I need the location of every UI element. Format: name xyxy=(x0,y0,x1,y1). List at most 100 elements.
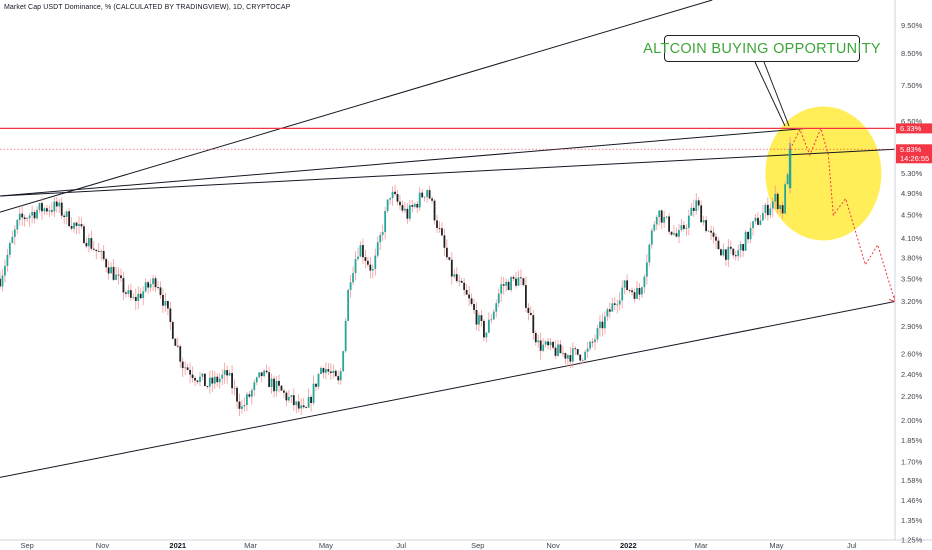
altcoin-callout-box: ALTCOIN BUYING OPPORTUNITY xyxy=(643,35,881,62)
x-tick-label: Nov xyxy=(96,541,110,550)
candle-body xyxy=(710,230,712,233)
candle-body xyxy=(480,315,483,321)
candle-body xyxy=(717,240,720,250)
candle-body xyxy=(263,370,266,377)
candle-body xyxy=(520,277,522,279)
candle-body xyxy=(720,249,722,256)
candle-body xyxy=(329,371,332,373)
candle-body xyxy=(162,295,164,306)
candle-body xyxy=(764,204,767,214)
last-price-badge xyxy=(896,144,932,164)
candle-body xyxy=(655,217,658,225)
candle-body xyxy=(75,222,78,226)
candle-body xyxy=(317,374,320,387)
candle-body xyxy=(781,205,784,214)
candle-body xyxy=(250,390,253,397)
candle-body xyxy=(95,249,98,252)
candle-body xyxy=(142,291,145,299)
x-tick-label: Jul xyxy=(396,541,406,550)
candle-body xyxy=(265,370,268,373)
candle-body xyxy=(248,394,251,397)
candle-body xyxy=(21,213,24,218)
y-tick-label: 7.50% xyxy=(901,81,923,90)
candle-body xyxy=(557,344,559,356)
candle-body xyxy=(147,282,150,288)
candle-body xyxy=(707,230,710,232)
candle-body xyxy=(55,201,58,207)
candle-body xyxy=(542,344,545,351)
y-tick-label: 9.50% xyxy=(901,21,923,30)
candle-body xyxy=(641,287,643,295)
candle-body xyxy=(127,290,130,294)
candle-body xyxy=(522,278,525,286)
candle-body xyxy=(245,394,248,405)
candle-body xyxy=(154,278,157,288)
candle-body xyxy=(771,201,774,209)
candle-body xyxy=(184,367,187,369)
candle-body xyxy=(253,382,256,391)
candle-body xyxy=(527,307,530,313)
candle-body xyxy=(685,227,688,229)
candle-body xyxy=(680,225,683,231)
candle-body xyxy=(391,191,394,199)
y-tick-label: 1.25% xyxy=(901,536,923,545)
candle-body xyxy=(396,194,399,202)
candle-body xyxy=(6,254,9,266)
candle-body xyxy=(117,274,120,276)
candle-body xyxy=(1,275,4,287)
candle-body xyxy=(413,203,416,207)
candle-body xyxy=(80,224,83,227)
candle-body xyxy=(112,266,115,280)
chart-title: Market Cap USDT Dominance, % (CALCULATED… xyxy=(4,4,291,11)
candle-body xyxy=(500,284,503,294)
candle-body xyxy=(122,278,125,293)
candle-body xyxy=(448,257,451,260)
projection-arrowhead xyxy=(888,295,896,303)
candle-body xyxy=(13,229,16,237)
candle-body xyxy=(83,226,85,244)
candle-body xyxy=(786,174,789,185)
candle-body xyxy=(470,298,473,304)
candle-body xyxy=(310,396,312,404)
y-tick-label: 2.60% xyxy=(901,350,923,359)
candle-body xyxy=(191,374,194,378)
candle-body xyxy=(228,372,231,376)
candle-body xyxy=(453,274,456,277)
candle-body xyxy=(584,351,587,361)
candle-body xyxy=(233,387,236,389)
candle-body xyxy=(608,309,611,312)
candle-body xyxy=(389,198,391,200)
candle-body xyxy=(423,196,426,198)
y-tick-label: 1.70% xyxy=(901,457,923,466)
y-tick-label: 2.00% xyxy=(901,416,923,425)
candle-body xyxy=(626,280,629,290)
candle-body xyxy=(18,213,21,220)
candle-body xyxy=(152,278,154,285)
candle-body xyxy=(643,276,646,288)
candle-body xyxy=(283,390,285,393)
candle-body xyxy=(734,255,737,257)
candle-body xyxy=(48,210,51,212)
candle-body xyxy=(599,321,601,329)
x-tick-label: May xyxy=(319,541,333,550)
candle-body xyxy=(445,247,448,258)
candle-body xyxy=(60,202,63,216)
candle-body xyxy=(144,282,147,292)
candle-body xyxy=(579,354,582,361)
candle-body xyxy=(408,205,411,219)
candle-body xyxy=(181,361,184,369)
x-tick-label: 2022 xyxy=(620,541,637,550)
candle-body xyxy=(616,304,619,306)
price-badge-label: 6.33% xyxy=(900,124,922,133)
x-tick-label: Sep xyxy=(20,541,33,550)
candle-body xyxy=(562,353,564,354)
candle-body xyxy=(596,328,599,340)
candle-body xyxy=(690,207,693,216)
candle-body xyxy=(169,308,172,322)
candle-body xyxy=(218,378,221,383)
candle-body xyxy=(38,203,41,210)
candle-body xyxy=(502,284,505,286)
candle-body xyxy=(759,220,762,225)
